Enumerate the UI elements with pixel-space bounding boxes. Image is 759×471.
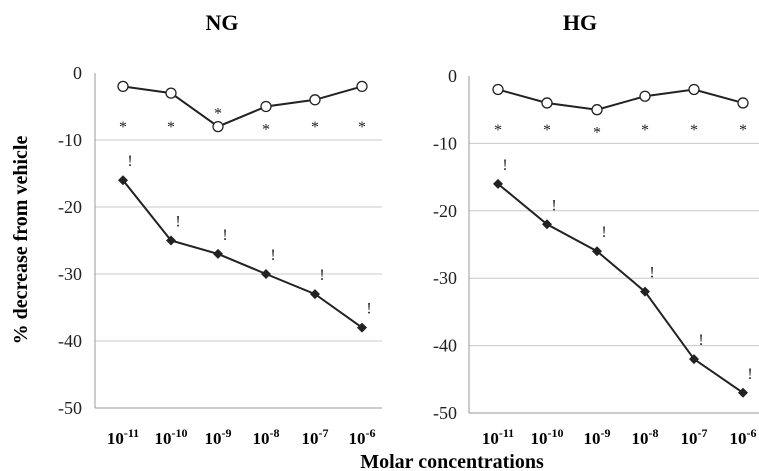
significance-asterisk: * (641, 122, 649, 139)
x-tick-label: 10-10 (531, 426, 564, 448)
series-line (122, 179, 363, 329)
panel-title: HG (563, 10, 597, 35)
data-point (542, 219, 552, 230)
x-tick-label: 10-11 (107, 426, 139, 448)
data-point (640, 286, 650, 297)
significance-mark: ! (551, 197, 556, 214)
series-line (497, 88, 744, 111)
x-tick-label: 10-11 (482, 426, 514, 448)
significance-mark: ! (502, 157, 507, 174)
significance-mark: ! (175, 214, 180, 231)
x-tick-label: 10-8 (632, 426, 659, 448)
data-point (541, 97, 553, 109)
significance-asterisk: * (690, 122, 698, 139)
significance-mark: ! (222, 227, 227, 244)
data-point (310, 289, 320, 300)
y-tick-label: 0 (448, 66, 457, 86)
data-point (166, 235, 176, 246)
x-tick-label: 10-7 (302, 426, 329, 448)
significance-asterisk: * (358, 119, 366, 136)
data-point (309, 94, 321, 106)
data-point (639, 90, 651, 102)
significance-asterisk: * (311, 119, 319, 136)
x-axis-title: Molar concentrations (360, 451, 544, 471)
x-tick-label: 10-9 (584, 426, 611, 448)
significance-mark: ! (319, 267, 324, 284)
y-tick-label: -20 (433, 201, 457, 221)
panel-hg: HG 0 -10 -20 -30 -40 -50 10-11 10-10 10-9 10-8 10-7… (433, 10, 759, 448)
y-tick-label: -10 (58, 130, 82, 150)
y-tick-label: -50 (58, 398, 82, 418)
data-point (493, 178, 503, 189)
significance-mark: ! (127, 153, 132, 170)
data-point (357, 322, 367, 333)
data-point (261, 269, 271, 279)
x-tick-label: 10-8 (253, 426, 280, 448)
significance-mark: ! (601, 224, 606, 241)
significance-mark: ! (747, 366, 752, 383)
data-point (492, 83, 504, 96)
significance-mark: ! (649, 265, 654, 282)
x-tick-label: 10-6 (730, 426, 757, 448)
significance-mark: ! (366, 301, 371, 318)
panel-ng: NG 0 -10 -20 -30 -40 -50 10-11 10-10 10-9 10-8 10-7… (58, 10, 382, 448)
significance-mark: ! (698, 332, 703, 349)
x-tick-label: 10-9 (205, 426, 232, 448)
data-point (260, 100, 272, 113)
data-point (118, 175, 128, 186)
significance-asterisk: * (119, 119, 127, 136)
data-point (356, 80, 368, 93)
y-tick-label: -20 (58, 197, 82, 217)
x-tick-label: 10-10 (155, 426, 188, 448)
series-line (497, 183, 744, 394)
y-tick-label: -30 (433, 268, 457, 288)
significance-asterisk: * (494, 122, 502, 139)
data-point (165, 87, 177, 99)
significance-asterisk: * (543, 122, 551, 139)
x-tick-label: 10-6 (349, 426, 376, 448)
panel-title: NG (206, 10, 239, 35)
significance-mark: ! (270, 247, 275, 264)
y-tick-label: -10 (433, 133, 457, 153)
data-point (212, 120, 224, 133)
x-tick-label: 10-7 (681, 426, 708, 448)
significance-asterisk: * (262, 122, 270, 139)
y-tick-label: 0 (73, 63, 82, 83)
significance-asterisk: * (593, 125, 601, 142)
data-point (213, 248, 223, 259)
y-tick-label: -30 (58, 264, 82, 284)
y-tick-label: -50 (433, 403, 457, 423)
data-point (738, 387, 748, 398)
data-point (592, 246, 602, 257)
data-point (117, 80, 129, 93)
y-tick-label: -40 (58, 331, 82, 351)
significance-asterisk: * (214, 106, 222, 123)
data-point (688, 83, 700, 96)
series-line (122, 85, 363, 128)
data-point (737, 97, 749, 109)
data-point (591, 104, 603, 116)
y-tick-label: -40 (433, 336, 457, 356)
data-point (689, 354, 699, 365)
significance-asterisk: * (739, 122, 747, 139)
significance-asterisk: * (167, 119, 175, 136)
y-axis-title: % decrease from vehicle (10, 136, 32, 345)
